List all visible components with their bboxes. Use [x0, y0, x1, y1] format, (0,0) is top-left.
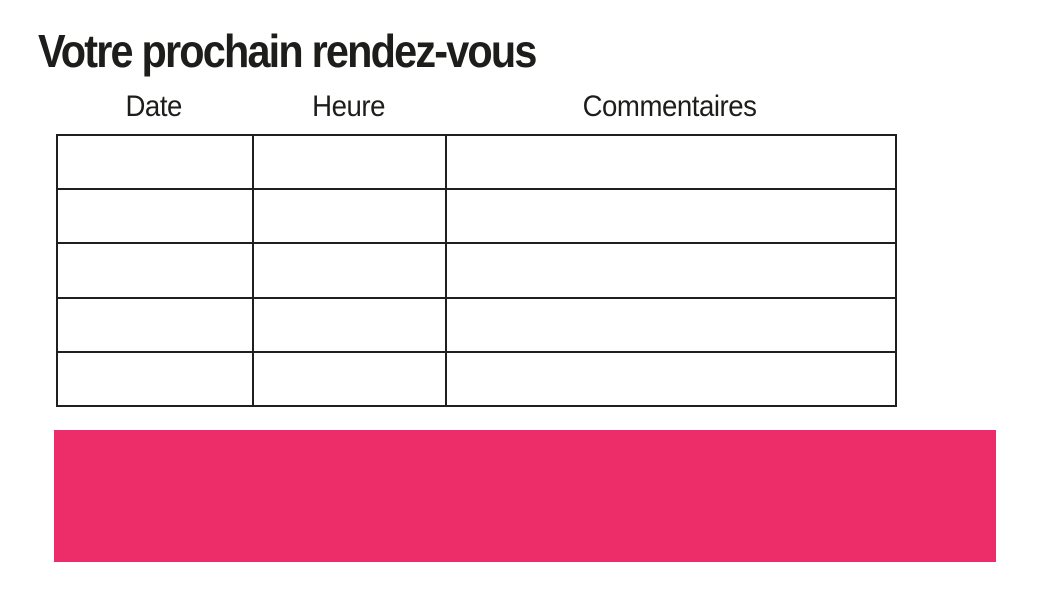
table-header-row: Date Heure Commentaires — [56, 90, 895, 124]
column-header-date: Date — [56, 90, 252, 124]
column-header-heure: Heure — [252, 90, 445, 124]
page-title: Votre prochain rendez-vous — [38, 25, 537, 77]
table-cell-commentaires — [445, 296, 897, 353]
table-cell-heure — [252, 296, 447, 353]
column-header-heure-label: Heure — [312, 90, 385, 123]
table-cell-date — [56, 242, 254, 299]
table-cell-heure — [252, 350, 447, 408]
column-header-commentaires: Commentaires — [445, 90, 895, 124]
table-cell-date — [56, 188, 254, 245]
table-row — [56, 350, 897, 408]
table-cell-commentaires — [445, 350, 897, 408]
table-cell-date — [56, 133, 254, 191]
table-cell-heure — [252, 242, 447, 299]
table-row — [56, 242, 897, 299]
column-header-date-label: Date — [125, 90, 183, 123]
table-cell-commentaires — [445, 133, 897, 191]
pink-highlight-banner — [54, 430, 996, 562]
table-cell-commentaires — [445, 242, 897, 299]
table-cell-date — [56, 296, 254, 353]
column-header-commentaires-label: Commentaires — [583, 90, 757, 123]
table-row — [56, 133, 897, 191]
table-row — [56, 188, 897, 245]
table-cell-commentaires — [445, 188, 897, 245]
table-row — [56, 296, 897, 353]
table-cell-heure — [252, 188, 447, 245]
table-cell-date — [56, 350, 254, 408]
appointments-table — [56, 133, 897, 408]
table-cell-heure — [252, 133, 447, 191]
